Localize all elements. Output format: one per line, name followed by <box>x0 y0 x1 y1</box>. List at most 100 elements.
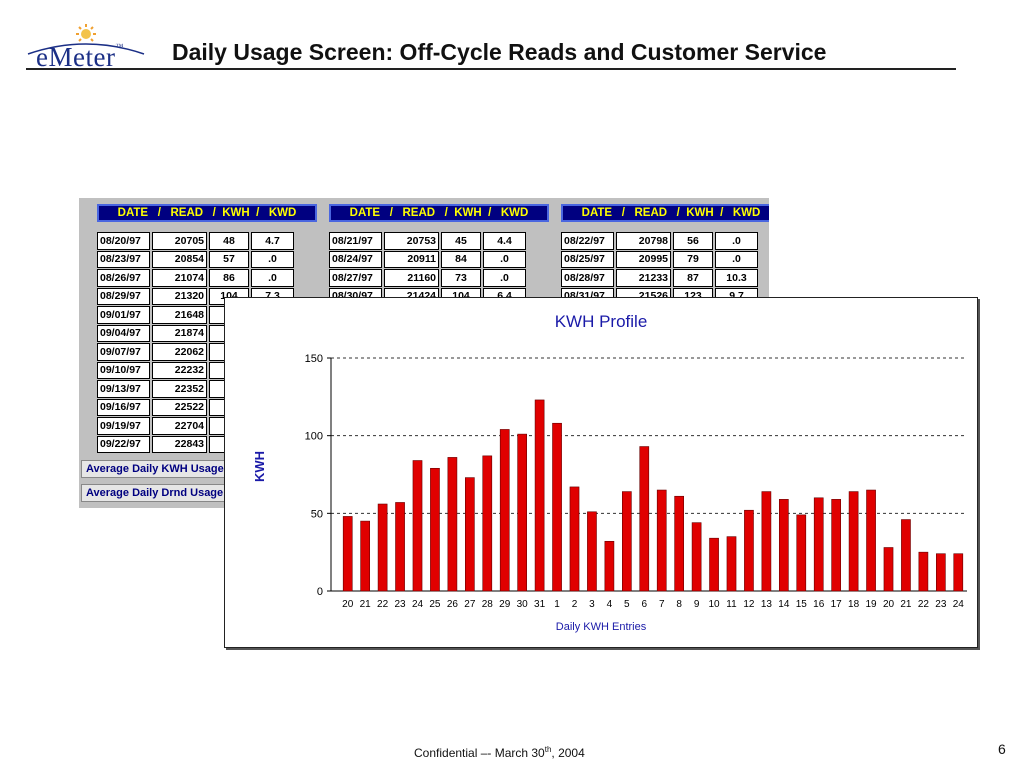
bar <box>778 499 789 592</box>
x-tick-label: 22 <box>377 599 389 610</box>
date-cell: 08/22/97 <box>561 232 614 250</box>
kwd-cell: .0 <box>483 269 526 287</box>
title-divider <box>26 68 956 70</box>
read-cell: 21320 <box>152 287 207 305</box>
x-tick-label: 7 <box>659 599 665 610</box>
bar <box>656 489 667 592</box>
read-cell: 21074 <box>152 269 207 287</box>
kwd-cell: .0 <box>483 250 526 268</box>
kwd-cell: .0 <box>715 250 758 268</box>
read-cell: 20798 <box>616 232 671 250</box>
x-tick-label: 31 <box>534 599 546 610</box>
column-header: DATE / READ / KWH / KWD <box>329 204 549 222</box>
kwh-cell: 84 <box>441 250 481 268</box>
bar <box>866 489 876 592</box>
y-tick-label: 100 <box>305 431 323 443</box>
x-tick-label: 22 <box>918 599 930 610</box>
x-tick-label: 3 <box>589 599 595 610</box>
kwd-cell: .0 <box>251 250 294 268</box>
bar <box>918 551 929 592</box>
bar <box>534 399 545 592</box>
kwh-cell: 87 <box>673 269 713 287</box>
x-tick-label: 17 <box>831 599 843 610</box>
read-cell: 20995 <box>616 250 671 268</box>
table-row: 08/29/97213201047.3 <box>97 287 317 305</box>
x-tick-label: 30 <box>517 599 529 610</box>
table-row: 08/27/97 21160 73.0 <box>329 269 549 287</box>
x-tick-label: 28 <box>482 599 494 610</box>
bar <box>813 497 824 592</box>
kwh-cell: 86 <box>209 269 249 287</box>
x-tick-label: 23 <box>394 599 406 610</box>
bar <box>831 499 842 592</box>
bar <box>604 540 615 592</box>
average-daily-demand-label: Average Daily Drnd Usage <box>81 484 251 502</box>
x-tick-label: 20 <box>342 599 354 610</box>
bar <box>901 519 911 592</box>
x-tick-label: 8 <box>676 599 682 610</box>
date-cell: 09/19/97 <box>97 417 150 435</box>
table-row: 08/26/97 21074 86.0 <box>97 269 317 287</box>
x-tick-label: 13 <box>761 599 773 610</box>
y-tick-label: 50 <box>311 508 323 520</box>
read-cell: 22352 <box>152 380 207 398</box>
x-tick-label: 19 <box>865 599 877 610</box>
read-cell: 21874 <box>152 324 207 342</box>
date-cell: 08/24/97 <box>329 250 382 268</box>
read-cell: 21160 <box>384 269 439 287</box>
read-cell: 20753 <box>384 232 439 250</box>
x-tick-label: 29 <box>499 599 511 610</box>
kwh-cell: 79 <box>673 250 713 268</box>
bar <box>360 520 371 592</box>
date-cell: 08/23/97 <box>97 250 150 268</box>
table-row: 08/21/97 20753 45 4.4 <box>329 232 549 250</box>
bar <box>621 491 632 592</box>
x-tick-label: 9 <box>694 599 700 610</box>
x-tick-label: 24 <box>953 599 965 610</box>
average-daily-kwh-label: Average Daily KWH Usage <box>81 460 251 478</box>
bar <box>953 553 964 592</box>
read-cell: 20911 <box>384 250 439 268</box>
usage-column-group-2: DATE / READ / KWH / KWD 08/21/97 20753 45 4… <box>329 204 549 306</box>
logo-text: eMeter™ <box>36 42 124 72</box>
bar <box>569 486 580 592</box>
bar <box>412 460 423 592</box>
bar <box>517 433 528 592</box>
date-cell: 09/22/97 <box>97 435 150 453</box>
table-row: 08/24/97 20911 84.0 <box>329 250 549 268</box>
bar <box>464 477 475 592</box>
read-cell: 22062 <box>152 343 207 361</box>
date-cell: 09/10/97 <box>97 361 150 379</box>
x-tick-label: 16 <box>813 599 825 610</box>
kwd-cell: 4.4 <box>483 232 526 250</box>
emeter-logo: eMeter™ <box>26 24 146 72</box>
bar <box>552 422 562 592</box>
kwh-profile-chart-window: 0 50 100 150 20 21 22 23 24 25 26 27 28 29 30 31 1 2 3 4 5 6 7… <box>224 297 978 648</box>
read-cell: 22232 <box>152 361 207 379</box>
bar <box>342 516 353 592</box>
date-cell: 08/20/97 <box>97 232 150 250</box>
x-tick-label: 12 <box>743 599 755 610</box>
date-cell: 08/26/97 <box>97 269 150 287</box>
table-row: 08/25/97 20995 79.0 <box>561 250 769 268</box>
x-tick-label: 24 <box>412 599 424 610</box>
read-cell: 20854 <box>152 250 207 268</box>
kwh-cell: 48 <box>209 232 249 250</box>
date-cell: 08/27/97 <box>329 269 382 287</box>
column-header: DATE / READ / KWH / KWD <box>97 204 317 222</box>
bar <box>709 537 719 592</box>
x-tick-label: 11 <box>726 599 737 610</box>
bar <box>587 511 597 592</box>
x-tick-label: 1 <box>554 599 560 610</box>
bar <box>674 495 685 592</box>
date-cell: 08/25/97 <box>561 250 614 268</box>
date-cell: 08/28/97 <box>561 269 614 287</box>
read-cell: 22843 <box>152 435 207 453</box>
x-tick-label: 10 <box>708 599 720 610</box>
bar <box>691 522 702 592</box>
bar <box>482 455 493 592</box>
bar <box>377 503 388 592</box>
x-tick-label: 20 <box>883 599 895 610</box>
x-tick-label: 15 <box>796 599 808 610</box>
x-tick-label: 23 <box>935 599 947 610</box>
